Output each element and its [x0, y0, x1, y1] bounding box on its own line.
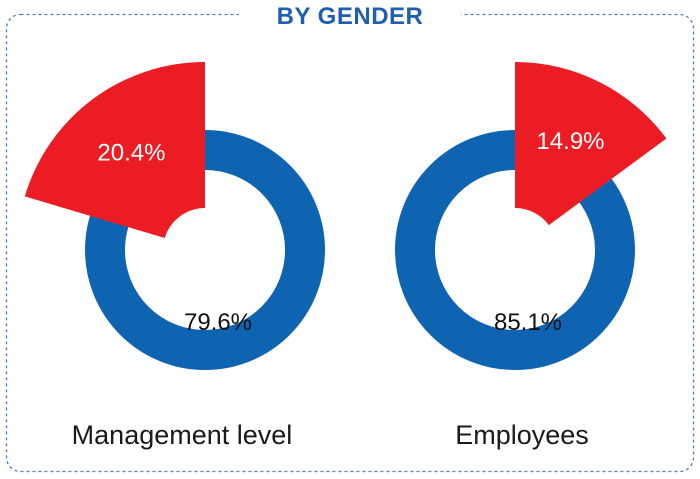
highlight-slice-label: 20.4%: [97, 139, 165, 166]
page-title: BY GENDER: [0, 3, 700, 31]
ring-slice-label: 85.1%: [494, 309, 562, 336]
donut-highlight-slice: [515, 62, 667, 226]
donut-highlight-slice: [24, 62, 206, 239]
page-title-text: BY GENDER: [238, 3, 462, 30]
highlight-slice-label: 14.9%: [536, 128, 604, 155]
chart-caption-employees: Employees: [455, 420, 589, 450]
chart-caption-management: Management level: [71, 420, 293, 450]
ring-slice-label: 79.6%: [184, 309, 252, 336]
